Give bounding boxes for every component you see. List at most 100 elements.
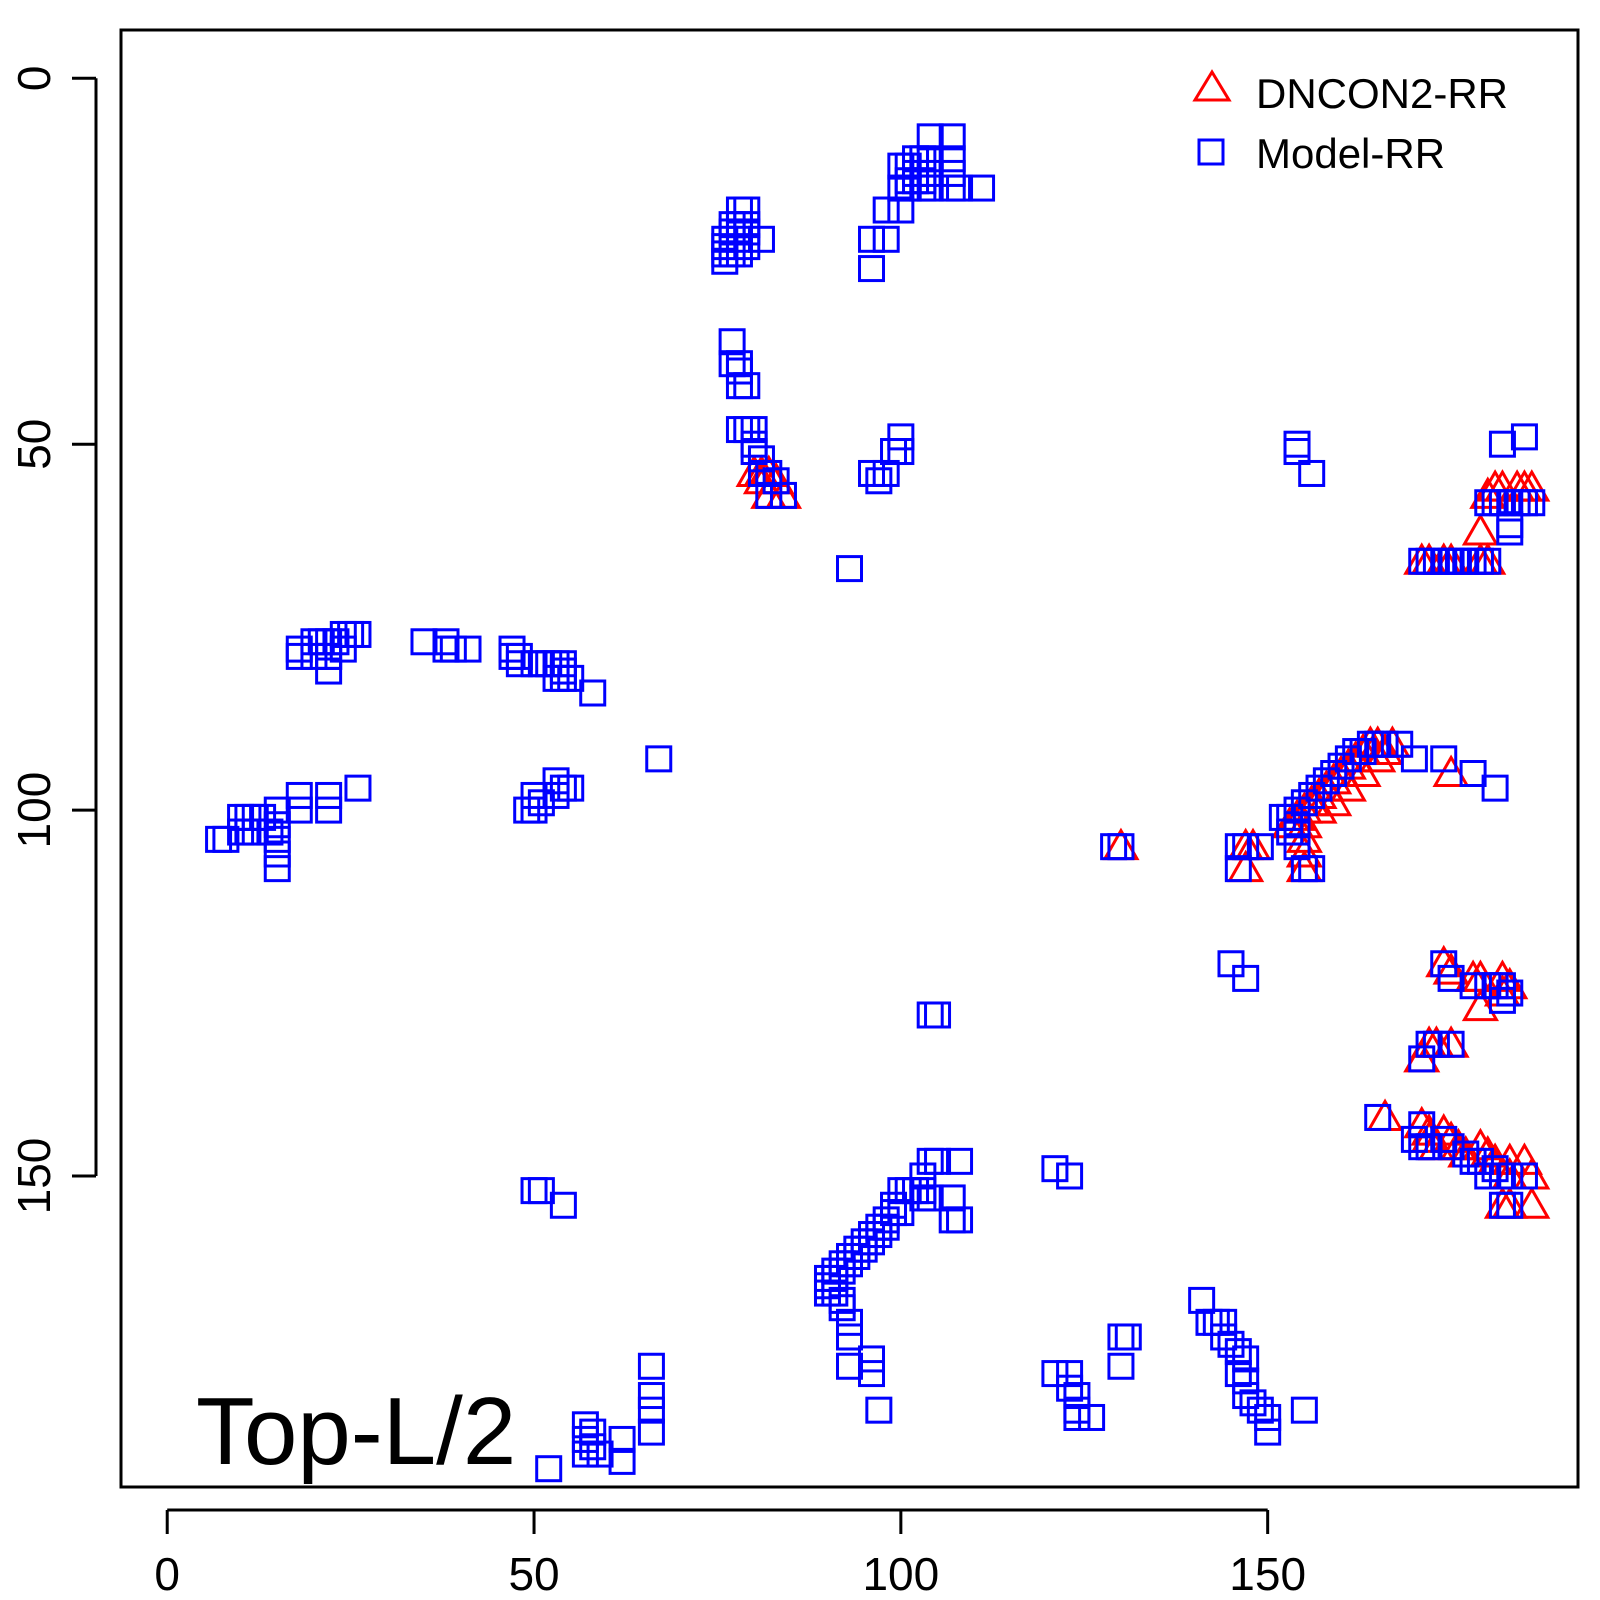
square-point-150 [1334, 745, 1362, 773]
square-point-165 [1510, 423, 1538, 451]
square-point-78 [300, 642, 328, 670]
legend-label-model: Model-RR [1256, 130, 1445, 177]
square-point-206 [1430, 1125, 1458, 1153]
y-tick-label-2: 100 [8, 772, 60, 849]
square-point-111 [263, 796, 291, 824]
square-point-244 [938, 1184, 966, 1212]
square-point-238 [946, 1147, 974, 1175]
square-point-34 [858, 225, 886, 253]
square-point-158 [1430, 745, 1458, 773]
square-point-159 [1459, 760, 1487, 788]
plot-frame [119, 28, 1580, 1489]
square-point-286 [1078, 1403, 1106, 1431]
square-point-54 [747, 445, 775, 473]
square-point-33 [747, 225, 775, 253]
square-point-231 [637, 1382, 665, 1410]
square-point-134 [1224, 855, 1252, 883]
square-point-305 [1290, 1396, 1318, 1424]
square-point-1 [938, 123, 966, 151]
legend-marker-model [1197, 138, 1225, 166]
square-point-196 [1488, 986, 1516, 1014]
square-point-203 [1400, 1125, 1428, 1153]
square-point-81 [410, 628, 438, 656]
square-point-63 [872, 459, 900, 487]
triangle-point-12 [1513, 469, 1551, 502]
square-point-110 [234, 818, 262, 846]
square-point-108 [256, 818, 284, 846]
square-point-77 [285, 642, 313, 670]
square-point-208 [1452, 1140, 1480, 1168]
square-point-148 [1320, 760, 1348, 788]
square-point-32 [725, 225, 753, 253]
square-point-296 [1224, 1338, 1252, 1366]
square-point-17 [916, 174, 944, 202]
legend-label-dncon2: DNCON2-RR [1256, 70, 1508, 117]
square-point-22 [887, 196, 915, 224]
square-point-60 [887, 423, 915, 451]
square-point-51 [740, 416, 768, 444]
square-point-274 [858, 1345, 886, 1373]
square-point-122 [520, 796, 548, 824]
square-point-73 [322, 628, 350, 656]
square-point-58 [755, 481, 783, 509]
square-point-64 [858, 459, 886, 487]
square-point-190 [1437, 964, 1465, 992]
square-point-19 [946, 174, 974, 202]
square-point-155 [1371, 730, 1399, 758]
y-tick-label-1: 50 [8, 419, 60, 470]
square-point-226 [571, 1440, 599, 1468]
square-point-30 [733, 218, 761, 246]
square-point-160 [1481, 774, 1509, 802]
triangle-point-42 [1285, 834, 1323, 868]
legend-marker-dncon2 [1192, 69, 1232, 102]
square-point-140 [1283, 811, 1311, 839]
square-point-117 [285, 796, 313, 824]
square-point-135 [1283, 833, 1311, 861]
square-point-271 [828, 1294, 856, 1322]
square-point-207 [1437, 1133, 1465, 1161]
square-point-304 [1254, 1418, 1282, 1446]
square-point-200 [1408, 1045, 1436, 1073]
square-point-114 [263, 840, 291, 868]
legend: DNCON2-RR Model-RR [1192, 69, 1508, 177]
square-point-163 [1298, 459, 1326, 487]
square-point-299 [1232, 1367, 1260, 1395]
square-point-116 [285, 781, 313, 809]
x-tick-label-0: 0 [154, 1548, 180, 1600]
square-point-294 [1210, 1323, 1238, 1351]
square-point-167 [1496, 518, 1524, 546]
square-point-66 [836, 555, 863, 583]
square-point-84 [439, 635, 467, 663]
square-point-282 [1056, 1374, 1084, 1402]
square-point-112 [263, 811, 291, 839]
square-point-53 [740, 438, 768, 466]
square-point-144 [1290, 789, 1318, 817]
square-point-223 [571, 1425, 599, 1453]
square-point-37 [733, 233, 761, 261]
square-point-102 [212, 825, 240, 853]
square-point-65 [865, 467, 893, 495]
square-point-98 [542, 664, 570, 692]
square-point-7 [894, 152, 922, 180]
square-point-217 [1496, 1191, 1524, 1219]
square-point-42 [858, 255, 886, 283]
square-point-211 [1474, 1162, 1502, 1190]
square-point-212 [1481, 1155, 1509, 1183]
series-1 [205, 123, 1546, 1483]
square-point-10 [938, 159, 966, 187]
square-point-276 [836, 1352, 863, 1380]
triangle-point-79 [1513, 1186, 1551, 1219]
square-point-185 [1217, 950, 1245, 978]
square-point-230 [637, 1352, 665, 1380]
square-point-221 [535, 1455, 563, 1483]
square-point-142 [1276, 803, 1304, 831]
square-point-118 [315, 781, 343, 809]
square-point-229 [608, 1447, 636, 1475]
square-point-57 [762, 467, 790, 495]
square-point-293 [1210, 1308, 1238, 1336]
x-axis: 0 50 100 150 [154, 1508, 1306, 1600]
square-point-149 [1327, 752, 1355, 780]
square-point-56 [755, 459, 783, 487]
triangle-point-53 [1483, 959, 1522, 992]
